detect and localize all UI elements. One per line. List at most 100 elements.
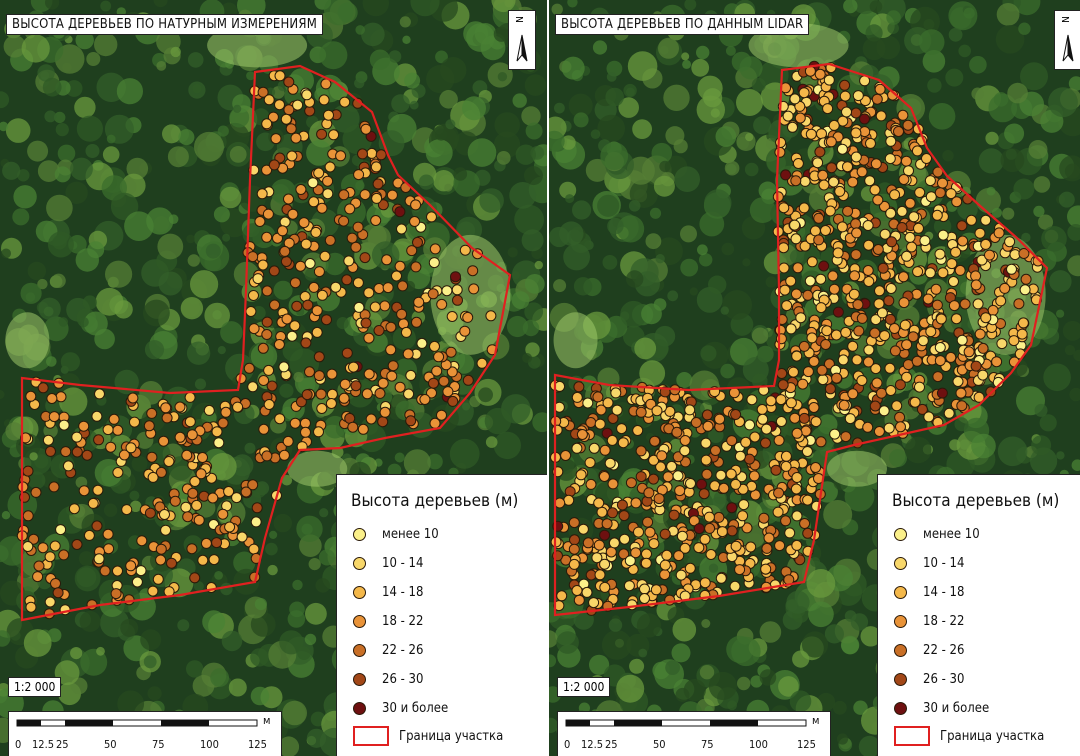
tree-point — [248, 323, 260, 335]
tree-point — [599, 558, 611, 570]
tree-point — [94, 388, 105, 400]
tree-point — [308, 196, 320, 208]
tree-point — [180, 501, 192, 513]
legend-boundary-item: Граница участка — [353, 726, 503, 746]
tree-point — [897, 109, 909, 121]
tree-point — [416, 337, 428, 349]
tree-point — [815, 302, 827, 314]
tree-point — [823, 74, 835, 86]
tree-point — [328, 129, 340, 141]
tree-point — [410, 261, 422, 273]
tree-point — [977, 342, 989, 354]
tree-point — [948, 300, 960, 312]
tree-point — [371, 192, 383, 204]
tree-point — [554, 497, 566, 509]
tree-point — [267, 111, 279, 123]
tree-point — [943, 407, 955, 419]
tree-point — [32, 571, 44, 583]
tree-point — [593, 497, 605, 509]
tree-point — [436, 409, 447, 421]
tree-point — [370, 161, 382, 173]
tree-point — [912, 266, 924, 278]
tree-point — [155, 543, 167, 555]
tree-point — [684, 404, 696, 416]
tree-point — [102, 424, 114, 436]
tree-point — [649, 435, 661, 447]
tree-point — [593, 539, 605, 551]
tree-point — [813, 234, 825, 246]
legend-label: 14 - 18 — [382, 584, 424, 600]
tree-point — [316, 403, 328, 414]
tree-point — [785, 397, 797, 409]
tree-point — [925, 326, 937, 338]
tree-point — [885, 135, 897, 147]
tree-point — [972, 298, 984, 310]
tree-point — [716, 526, 728, 538]
tree-point — [965, 214, 977, 226]
tree-point — [316, 128, 328, 140]
tree-point — [876, 387, 887, 399]
tree-point — [699, 577, 711, 589]
legend-swatch — [353, 614, 366, 628]
tree-point — [726, 435, 738, 447]
tree-point — [816, 128, 827, 140]
tree-point — [740, 436, 752, 448]
scale-tick-label: 12.5 — [581, 738, 604, 751]
tree-point — [118, 449, 130, 461]
tree-point — [756, 404, 768, 415]
tree-point — [365, 413, 377, 425]
legend-label: 26 - 30 — [382, 671, 424, 687]
tree-point — [211, 426, 223, 438]
tree-point — [217, 417, 229, 429]
tree-point — [963, 346, 975, 358]
tree-point — [575, 469, 587, 481]
tree-point — [781, 300, 793, 312]
tree-point — [258, 423, 270, 435]
tree-point — [68, 503, 80, 515]
tree-point — [166, 557, 177, 569]
tree-point — [22, 465, 34, 477]
tree-point — [250, 516, 262, 528]
tree-point — [607, 507, 618, 519]
tree-point — [42, 434, 54, 446]
tree-point — [745, 541, 757, 553]
tree-point — [765, 395, 777, 407]
tree-point — [25, 390, 37, 402]
scale-tick-label: 12.5 — [32, 738, 55, 751]
tree-point — [849, 270, 861, 282]
tree-point — [571, 391, 583, 403]
tree-point — [394, 381, 406, 393]
tree-point — [991, 356, 1003, 368]
tree-point — [373, 325, 385, 336]
tree-point — [780, 515, 792, 527]
tree-point — [330, 281, 342, 293]
tree-point — [357, 423, 369, 435]
tree-point — [931, 299, 943, 311]
legend-swatch — [894, 643, 907, 657]
tree-point — [184, 416, 196, 428]
tree-point — [847, 388, 859, 400]
tree-point — [289, 320, 301, 332]
tree-point — [675, 569, 687, 581]
tree-point — [726, 525, 738, 537]
tree-point — [299, 417, 311, 429]
tree-point — [429, 340, 440, 352]
tree-point — [976, 254, 988, 266]
tree-point — [898, 297, 910, 309]
tree-point — [81, 449, 93, 461]
tree-point — [396, 308, 408, 320]
tree-point — [790, 483, 802, 495]
tree-point — [679, 435, 691, 446]
tree-point — [22, 510, 34, 522]
tree-point — [353, 169, 365, 181]
tree-point — [730, 540, 742, 552]
tree-point — [348, 361, 359, 373]
tree-point — [850, 151, 862, 163]
tree-point — [729, 580, 741, 592]
tree-point — [147, 585, 159, 597]
tree-point — [286, 150, 298, 162]
tree-point — [30, 486, 42, 498]
tree-point — [812, 157, 824, 169]
tree-point — [295, 260, 306, 272]
tree-point — [442, 386, 454, 398]
